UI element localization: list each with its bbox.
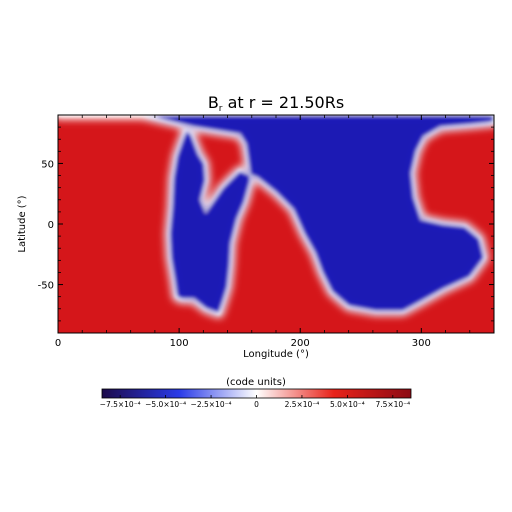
x-tick-label: 200	[291, 338, 310, 349]
colorbar-tick-label: −2.5×10⁻⁴	[191, 400, 232, 409]
heatmap-plot	[58, 115, 494, 333]
colorbar-tick-label: 0	[254, 400, 259, 409]
x-axis-ticks: 0 100 200 300	[55, 115, 471, 349]
colorbar-tick-label: 7.5×10⁻⁴	[375, 400, 410, 409]
x-axis-label: Longitude (°)	[243, 349, 309, 360]
colorbar: (code units) −7.5×10⁻⁴ −5.0×10⁻⁴ −2.5×10⁻⁴…	[100, 377, 412, 409]
x-tick-label: 100	[170, 338, 189, 349]
colorbar-tick-label: −5.0×10⁻⁴	[145, 400, 186, 409]
colorbar-tick-label: 2.5×10⁻⁴	[285, 400, 320, 409]
colorbar-tick-label: −7.5×10⁻⁴	[100, 400, 141, 409]
y-tick-label: 0	[48, 220, 54, 231]
y-axis-ticks: 50 0 -50	[38, 126, 494, 322]
colorbar-ticks: −7.5×10⁻⁴ −5.0×10⁻⁴ −2.5×10⁻⁴ 0 2.5×10⁻⁴ 5.0×…	[100, 395, 410, 409]
colorbar-tick-label: 5.0×10⁻⁴	[330, 400, 365, 409]
y-axis-label: Latitude (°)	[17, 195, 28, 252]
x-tick-label: 300	[412, 338, 431, 349]
x-tick-label: 0	[55, 338, 61, 349]
chart-title: Br at r = 21.50Rs	[208, 93, 344, 114]
y-tick-label: 50	[41, 159, 54, 170]
colorbar-label: (code units)	[226, 377, 286, 388]
y-tick-label: -50	[38, 281, 54, 292]
negative-polarity-core	[58, 115, 494, 314]
